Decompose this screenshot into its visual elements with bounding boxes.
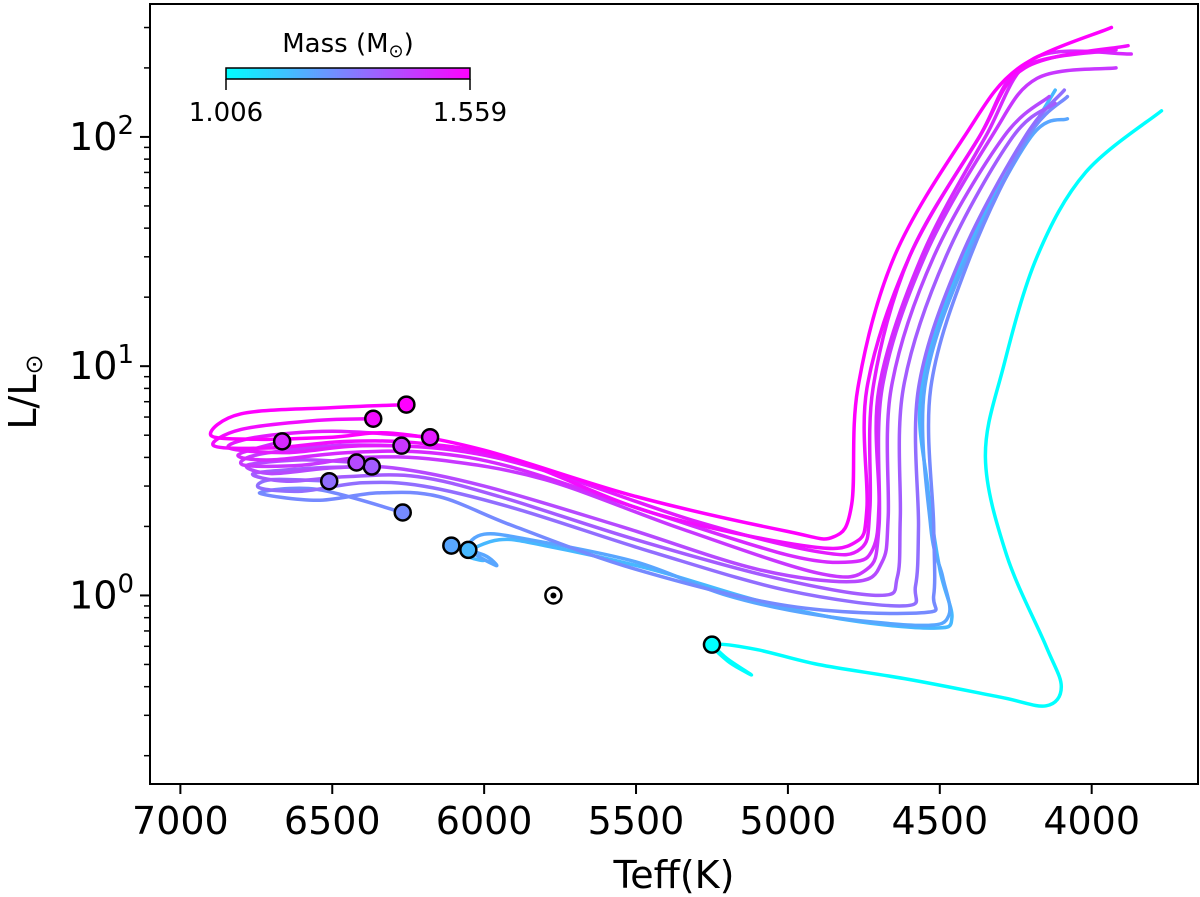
y-axis-title-sun: ⊙ [20, 354, 48, 374]
track-start-marker [397, 395, 416, 414]
x-tick-label: 5000 [740, 799, 837, 843]
x-tick-label: 4500 [891, 799, 988, 843]
track-line [464, 88, 1057, 630]
track-line [710, 109, 1164, 708]
track-start-marker [319, 471, 339, 491]
y-tick-label: 100 [69, 569, 134, 617]
track-start-marker [393, 503, 412, 522]
track-start-marker [702, 635, 722, 654]
track-line [244, 94, 1051, 584]
start-markers [272, 395, 722, 654]
x-axis-ticks: 7000 6500 6000 5500 5000 4500 4000 [132, 784, 1140, 843]
y-axis-ticks: 100 101 102 [69, 26, 150, 757]
track-line [208, 25, 1114, 541]
track-start-marker [362, 457, 382, 476]
x-axis-title: Teff(K) [613, 853, 735, 897]
track-start-marker [420, 427, 440, 447]
track-line [257, 94, 1070, 616]
colorbar-gradient [225, 67, 471, 80]
colorbar-title: Mass (M⊙) [282, 29, 414, 62]
track-start-marker [272, 432, 292, 451]
x-tick-label: 5500 [588, 799, 685, 843]
y-axis-title-main: L/L [1, 374, 45, 429]
x-tick-label: 7000 [132, 799, 229, 843]
x-tick-label: 6500 [284, 799, 381, 843]
track-line [239, 66, 1118, 579]
colorbar-min-label: 1.006 [189, 98, 263, 128]
track-line [255, 88, 1067, 608]
track-line [211, 43, 1130, 551]
x-tick-label: 6000 [436, 799, 533, 843]
track-start-marker [442, 536, 461, 555]
y-axis-title: L/L⊙ [1, 354, 48, 429]
track-start-marker [364, 409, 383, 428]
plot-frame [149, 3, 1199, 785]
track-start-marker [459, 540, 478, 560]
y-tick-label: 102 [69, 111, 134, 159]
track-line [250, 101, 1057, 598]
track-line [236, 49, 1133, 565]
track-start-marker [347, 453, 366, 472]
y-tick-label: 101 [69, 340, 134, 388]
svg-text:L/L⊙: L/L⊙ [1, 354, 48, 429]
track-start-marker [392, 436, 411, 455]
sun-marker [544, 586, 563, 605]
x-tick-label: 4000 [1043, 799, 1140, 843]
sun-symbol-dot [550, 592, 557, 599]
colorbar: Mass (M⊙) 1.006 1.559 [189, 29, 507, 128]
colorbar-max-label: 1.559 [433, 98, 507, 128]
